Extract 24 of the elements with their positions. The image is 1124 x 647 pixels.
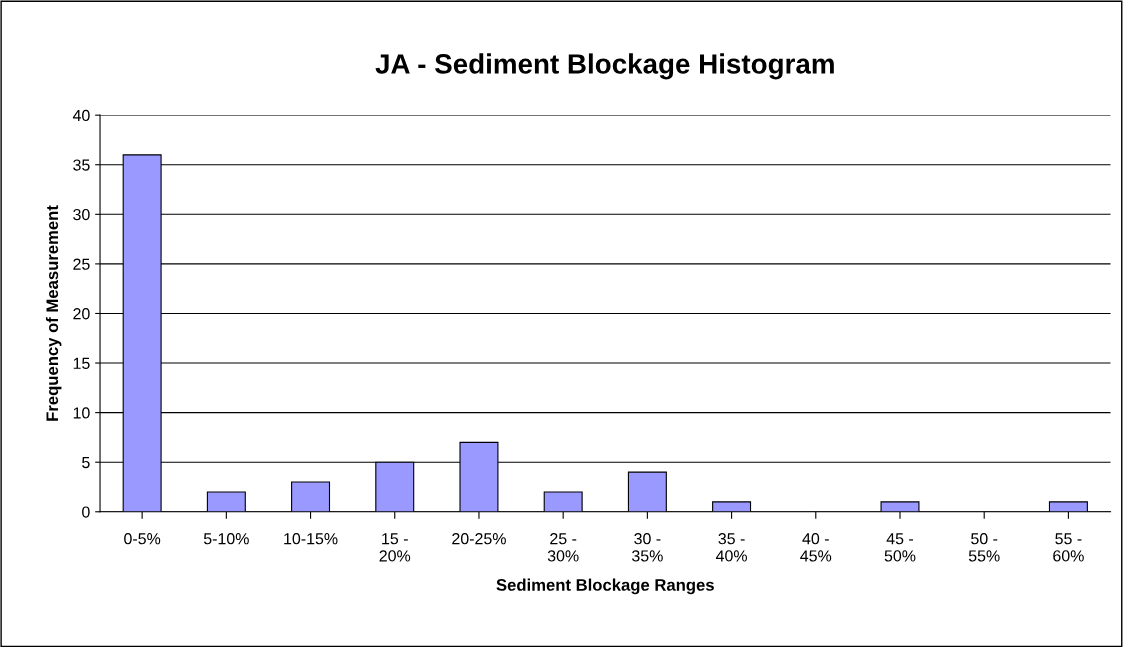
y-tick-label: 10 [73,407,90,419]
y-tick-label: 0 [82,506,90,518]
y-tick-label: 20 [73,308,90,320]
y-tick-label: 30 [73,208,90,221]
x-tick-label: 35 - 40% [715,533,747,562]
x-tick-label: 55 - 60% [1053,533,1084,562]
x-axis-title: Sediment Blockage Ranges [496,578,714,595]
y-tick-label: 25 [73,258,90,270]
y-tick-label: 35 [73,159,90,171]
x-tick-label: 50 - 55% [968,533,1000,562]
x-tick-label: 25 - 30% [547,533,579,562]
x-tick-label: 40 - 45% [800,533,832,562]
x-tick-label: 15 - 20% [379,533,411,562]
y-tick-label: 40 [72,109,90,122]
x-tick-label: 30 - 35% [632,533,663,562]
x-tick-label: 20-25% [452,533,506,545]
chart-title: JA - Sediment Blockage Histogram [375,53,834,80]
x-tick-label: 45 - 50% [884,533,916,562]
x-tick-label: 0-5% [124,533,161,545]
x-tick-label: 5-10% [203,533,249,545]
y-tick-label: 15 [73,357,90,369]
y-tick-label: 5 [82,457,90,469]
x-tick-label: 10-15% [284,533,338,545]
y-axis-title: Frequency of Measurement [45,205,62,421]
